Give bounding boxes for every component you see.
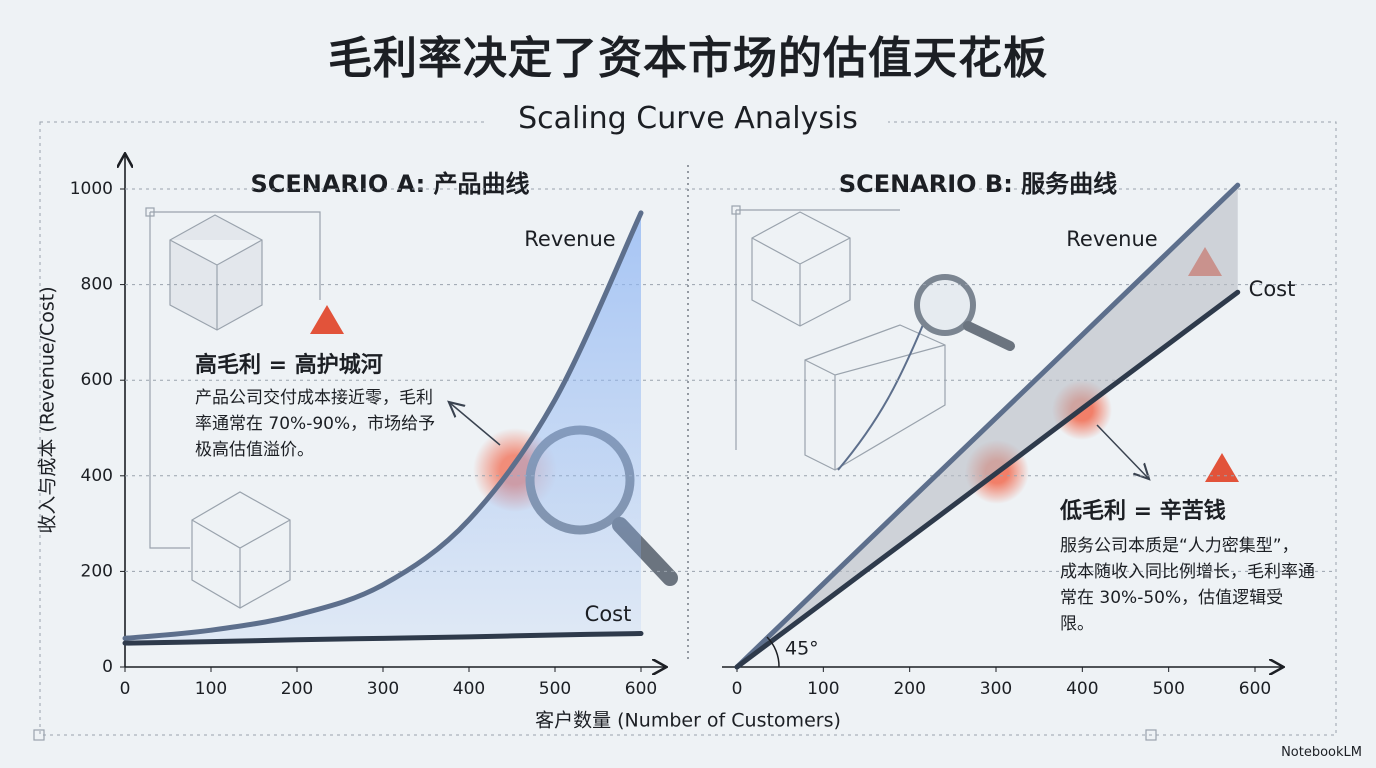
x-tick-label: 300 [367, 679, 399, 699]
x-tick-label: 100 [807, 679, 839, 699]
series-line [122, 631, 644, 646]
y-axis-label: 收入与成本 (Revenue/Cost) [37, 286, 59, 533]
x-tick-label: 500 [1152, 679, 1184, 699]
title: 毛利率决定了资本市场的估值天花板 [328, 33, 1048, 84]
series-line [734, 289, 1241, 670]
x-axis-label: 客户数量 (Number of Customers) [535, 710, 841, 732]
gap-fill [125, 212, 641, 644]
series-label: Revenue [1066, 227, 1157, 251]
x-tick-label: 400 [453, 679, 485, 699]
y-tick-label: 200 [81, 561, 113, 581]
x-tick-label: 200 [281, 679, 313, 699]
x-tick-label: 200 [893, 679, 925, 699]
callout-arrow [1096, 424, 1148, 478]
subtitle: Scaling Curve Analysis [488, 101, 888, 136]
x-tick-label: 100 [195, 679, 227, 699]
angle-arc [766, 636, 780, 668]
x-tick-label: 500 [539, 679, 571, 699]
illustrations [33, 205, 1157, 741]
y-tick-label: 600 [81, 370, 113, 390]
series-label: Revenue [524, 227, 615, 251]
x-tick-label: 600 [1239, 679, 1271, 699]
annotation-note: 服务公司本质是“人力密集型”，成本随收入同比例增长，毛利率通常在 30%-50%… [1060, 536, 1315, 634]
angle-label: 45° [785, 638, 819, 660]
series-label: Cost [585, 602, 632, 626]
panel-title: SCENARIO B: 服务曲线 [839, 170, 1117, 198]
annotation-heading: 低毛利 = 辛苦钱 [1060, 499, 1226, 524]
annotation-heading: 高毛利 = 高护城河 [195, 353, 383, 378]
x-tick-label: 400 [1066, 679, 1098, 699]
x-tick-label: 0 [120, 679, 131, 699]
series-label: Cost [1249, 277, 1296, 301]
y-tick-label: 1000 [70, 179, 113, 199]
series-line [734, 182, 1241, 670]
brand: NotebookLM [1281, 745, 1362, 760]
panel-title: SCENARIO A: 产品曲线 [250, 170, 529, 198]
callout-arrow [450, 403, 501, 446]
x-tick-label: 600 [625, 679, 657, 699]
annotation-note: 产品公司交付成本接近零，毛利率通常在 70%-90%，市场给予极高估值溢价。 [195, 388, 436, 460]
x-tick-label: 0 [732, 679, 743, 699]
y-tick-label: 800 [81, 275, 113, 295]
y-tick-label: 0 [102, 657, 113, 677]
y-tick-label: 400 [81, 466, 113, 486]
frame [39, 121, 1337, 736]
series-line [122, 210, 644, 641]
x-tick-label: 300 [980, 679, 1012, 699]
